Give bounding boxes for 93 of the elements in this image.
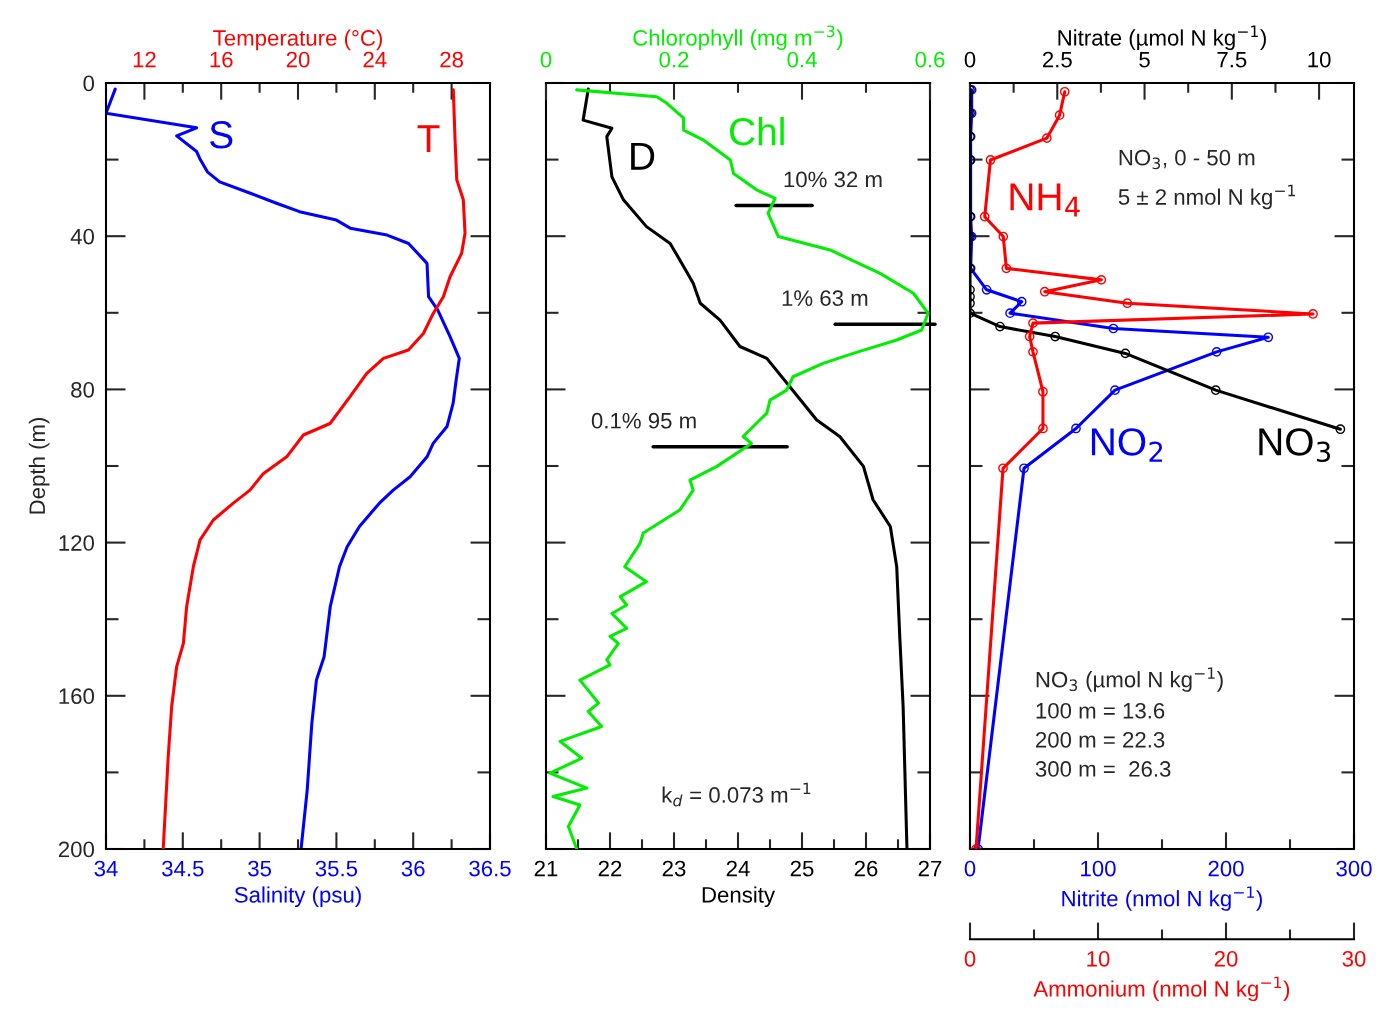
x2-tick-label: 0.2	[659, 51, 689, 68]
y-tick-label: 0	[83, 75, 95, 92]
point	[985, 155, 996, 165]
x2-tick-label: 0.4	[787, 51, 817, 68]
line-series	[106, 87, 461, 849]
annotation: 100 m = 13.6	[1036, 702, 1165, 719]
x2-tick-label: 12	[133, 51, 156, 68]
x-tick-label: 300	[1336, 860, 1372, 877]
point	[981, 284, 992, 295]
x-tick-label: 0	[964, 950, 976, 967]
point	[1096, 275, 1107, 285]
ref-line-label: 1% 63 m	[782, 290, 868, 307]
point	[998, 463, 1008, 474]
series-label: D	[631, 142, 655, 170]
point	[1071, 423, 1081, 434]
point	[1024, 331, 1035, 342]
series-label: NO$_{3}$	[1259, 428, 1331, 463]
x-tick-label: 36.5	[469, 860, 511, 877]
series-label: NO$_{2}$	[1091, 428, 1163, 462]
x-tick-label: 25	[790, 860, 814, 877]
annotation: NO$_{3}$ (µmol N kg$^{−1}$)	[1036, 667, 1223, 692]
x2-tick-label: 16	[210, 51, 233, 68]
ref-line-label: 0.1% 95 m	[591, 412, 696, 429]
x-tick-label: 20	[1214, 950, 1238, 967]
y-axis-title: Depth (m)	[28, 417, 50, 514]
point	[1019, 463, 1029, 474]
x-tick-label: 34	[94, 860, 118, 877]
x2-tick-label: 0	[540, 51, 552, 68]
x-tick-label: 22	[598, 860, 622, 877]
x-axis-title: Nitrite (nmol N kg$^{−1}$)	[1062, 886, 1262, 911]
point	[1038, 423, 1048, 434]
x-axis-title: Density	[702, 886, 776, 908]
x2-axis-title: Chlorophyll (mg m$^{−3}$)	[633, 25, 843, 51]
x-axis-title: Salinity (psu)	[234, 886, 361, 908]
y-tick-label: 40	[70, 228, 95, 245]
point	[1263, 332, 1274, 343]
point	[1041, 133, 1052, 144]
x-tick-label: 10	[1087, 950, 1110, 967]
point	[1110, 385, 1120, 396]
x-tick-label: 200	[1208, 860, 1244, 877]
x2-tick-label: 10	[1308, 51, 1331, 68]
series-label: S	[210, 121, 233, 149]
x-tick-label: 36	[401, 860, 425, 877]
x-axis-title: Ammonium (nmol N kg$^{−1}$)	[1033, 976, 1290, 1002]
x-tick-label: 26	[854, 860, 878, 877]
point	[1005, 308, 1015, 319]
x2-tick-label: 0.6	[915, 51, 945, 68]
series-label: T	[417, 125, 440, 153]
x-tick-label: 35	[248, 860, 272, 877]
x-tick-label: 23	[662, 860, 686, 877]
point	[979, 211, 990, 222]
x2-tick-label: 7.5	[1217, 51, 1247, 68]
x-tick-label: 30	[1342, 950, 1366, 967]
y-tick-label: 120	[59, 535, 95, 551]
x-tick-label: 34.5	[162, 860, 204, 877]
x2-tick-label: 2.5	[1042, 51, 1072, 68]
y-tick-label: 200	[58, 841, 95, 858]
x-tick-label: 21	[534, 860, 558, 877]
y-tick-label: 80	[71, 381, 95, 398]
y-tick-label: 160	[59, 688, 95, 705]
x-tick-label: 24	[726, 860, 750, 877]
x2-tick-label: 5	[1139, 51, 1150, 68]
series-label: NH$_{4}$	[1010, 183, 1080, 217]
annotation: 5 ± 2 nmol N kg$^{−1}$	[1118, 184, 1296, 210]
annotation: k$_{d}$ = 0.073 m$^{−1}$	[662, 782, 811, 807]
point	[1016, 296, 1027, 307]
ref-line-label: 10% 32 m	[784, 171, 882, 188]
point	[1211, 347, 1222, 357]
x2-tick-label: 24	[363, 51, 387, 68]
x2-tick-label: 0	[964, 51, 976, 68]
point	[1054, 110, 1065, 121]
point	[1028, 318, 1038, 329]
point	[998, 231, 1009, 242]
point	[1108, 323, 1119, 334]
x-tick-label: 100	[1081, 860, 1116, 877]
point	[1038, 386, 1048, 397]
x2-tick-label: 28	[440, 51, 463, 68]
point	[1059, 86, 1070, 97]
x-tick-label: 35.5	[315, 860, 358, 877]
x2-axis-title: Temperature (°C)	[213, 29, 382, 51]
point	[1122, 298, 1133, 309]
x-tick-label: 0	[964, 860, 976, 877]
x2-axis-title: Nitrate (µmol N kg$^{−1}$)	[1058, 25, 1266, 51]
point	[1028, 347, 1038, 357]
x-tick-label: 27	[918, 860, 942, 877]
annotation: 300 m = 26.3	[1035, 761, 1171, 777]
point	[1308, 309, 1318, 319]
series-label: Chl	[730, 116, 784, 146]
point	[1039, 286, 1050, 297]
annotation: NO$_{3}$, 0 - 50 m	[1119, 149, 1255, 170]
x2-tick-label: 20	[286, 51, 310, 68]
annotation: 200 m = 22.3	[1036, 731, 1165, 748]
point	[1001, 263, 1012, 274]
